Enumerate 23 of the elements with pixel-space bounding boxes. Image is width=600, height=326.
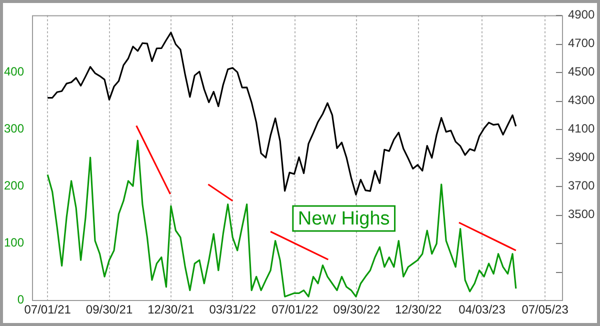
y2-tick-label: 3900 bbox=[568, 150, 596, 164]
x-tick-label: 07/01/22 bbox=[272, 302, 319, 317]
y2-tick-label: 4100 bbox=[568, 121, 596, 136]
y2-tick-label: 3700 bbox=[568, 178, 596, 192]
x-tick-label: 07/05/23 bbox=[522, 302, 569, 317]
x-tick-label: 09/30/21 bbox=[86, 302, 133, 317]
y2-tick-label: 4700 bbox=[568, 36, 596, 50]
x-tick-label: 12/30/22 bbox=[394, 302, 442, 317]
x-tick-label: 09/30/22 bbox=[333, 302, 380, 317]
y-tick-label: 100 bbox=[4, 235, 24, 250]
y2-tick-label: 3500 bbox=[568, 206, 596, 221]
x-tick-label: 04/03/23 bbox=[458, 302, 506, 317]
y2-tick-label: 4500 bbox=[568, 64, 596, 78]
y-tick-label: 0 bbox=[17, 292, 24, 306]
series-label: New Highs bbox=[298, 208, 390, 230]
y-tick-label: 400 bbox=[4, 64, 24, 78]
x-tick-label: 03/31/22 bbox=[209, 302, 256, 317]
y-tick-label: 300 bbox=[4, 121, 24, 136]
y2-tick-label: 4300 bbox=[568, 92, 596, 107]
y2-tick-label: 4900 bbox=[568, 8, 596, 22]
y-tick-label: 200 bbox=[4, 178, 24, 192]
x-tick-label: 12/30/21 bbox=[148, 302, 195, 317]
x-tick-label: 07/01/21 bbox=[24, 302, 72, 317]
